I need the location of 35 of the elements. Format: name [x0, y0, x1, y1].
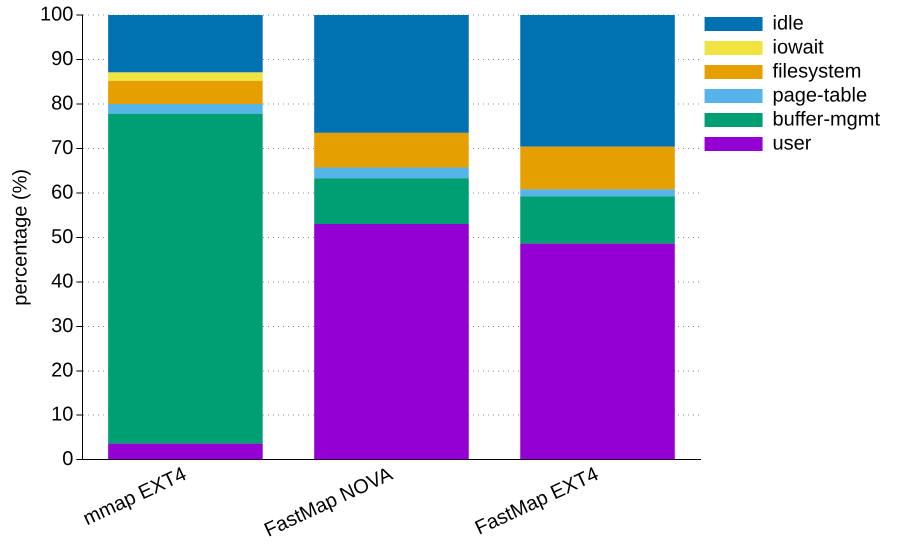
legend-label: buffer-mgmt [772, 108, 880, 131]
bar [520, 189, 675, 196]
bar [520, 196, 675, 244]
y-tick-label: 100 [40, 4, 74, 26]
bar [314, 132, 469, 168]
x-tick-label: mmap EXT4 [80, 463, 190, 530]
legend-label: page-table [772, 84, 868, 107]
y-tick-label: 30 [51, 314, 74, 337]
y-tick-label: 0 [62, 448, 74, 470]
y-axis-title: percentage (%) [10, 168, 32, 306]
bar [520, 15, 675, 147]
bar [314, 178, 469, 224]
y-tick-label: 10 [51, 404, 74, 426]
bar [108, 444, 263, 460]
bar [520, 244, 675, 460]
y-tick-label: 90 [51, 48, 74, 70]
y-tick-label: 80 [51, 92, 74, 114]
bar [520, 146, 675, 190]
bar [314, 15, 469, 133]
legend-label: idle [772, 12, 804, 35]
legend-label: filesystem [772, 60, 862, 83]
bar [108, 80, 263, 104]
bar [314, 168, 469, 178]
bar [108, 104, 263, 114]
bar [108, 72, 263, 81]
bar [108, 114, 263, 444]
y-tick-label: 50 [51, 226, 74, 248]
legend-label: user [772, 132, 812, 155]
legend-label: iowait [772, 36, 824, 59]
y-tick-label: 70 [51, 136, 74, 159]
y-tick-label: 60 [51, 181, 74, 204]
bar [314, 224, 469, 460]
y-tick-label: 20 [51, 359, 74, 382]
bar [108, 15, 263, 72]
y-tick-label: 40 [51, 270, 74, 292]
